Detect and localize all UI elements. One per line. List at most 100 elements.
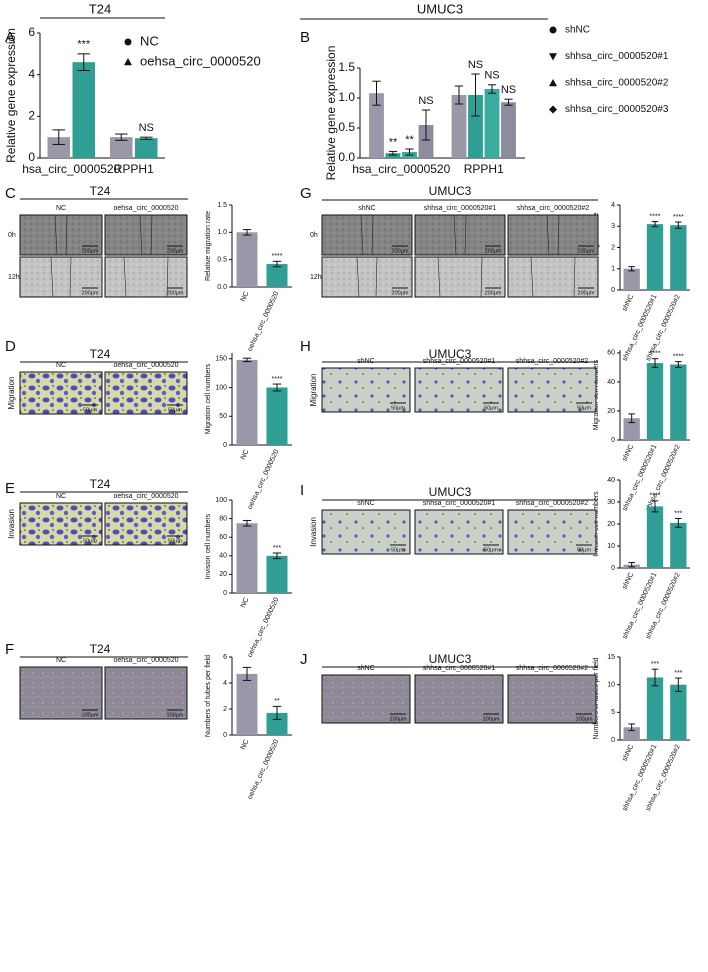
y-tick-label: 50: [219, 413, 227, 420]
scale-label: 50μm: [83, 407, 97, 413]
scratch-edge: [54, 214, 58, 256]
y-tick-label: 1.0: [338, 90, 355, 104]
y-tick-label: 1.5: [217, 202, 227, 209]
panel-letter: E: [5, 480, 15, 497]
y-tick-label: 20: [607, 408, 615, 415]
legend-label: shNC: [565, 25, 590, 36]
scratch-edge: [356, 256, 360, 298]
scale-label: 200μm: [82, 248, 99, 254]
bar: [266, 264, 288, 287]
significance: NS: [418, 95, 433, 107]
scale-label: 50μm: [168, 538, 182, 544]
scale-label: 50μm: [391, 547, 405, 553]
micrograph: [507, 509, 597, 555]
y-tick-label: 20: [607, 521, 615, 528]
bar: [468, 95, 483, 158]
scratch-edge: [360, 214, 364, 256]
y-tick-label: 30: [607, 499, 615, 506]
row-label: Migration: [7, 377, 16, 410]
significance: ***: [674, 670, 682, 677]
bar: [236, 523, 258, 593]
row-label: 0h: [8, 232, 16, 239]
micrograph: [321, 509, 411, 555]
y-tick-label: 0.5: [217, 257, 227, 264]
y-tick-label: 1: [611, 266, 615, 273]
y-tick-label: 0: [611, 565, 615, 572]
y-tick-label: 100: [215, 497, 227, 504]
significance: ***: [651, 661, 659, 668]
significance: ****: [673, 353, 684, 360]
y-tick-label: 0: [611, 287, 615, 294]
y-tick-label: 60: [219, 534, 227, 541]
y-tick-label: 60: [607, 350, 615, 357]
legend-label: oehsa_circ_0000520: [140, 53, 261, 68]
scratch-edge: [546, 214, 550, 256]
row-label: Invasion: [7, 509, 16, 539]
micrograph: [321, 256, 413, 298]
row-label: 12h: [8, 274, 20, 281]
bar: [236, 359, 258, 445]
bar: [135, 138, 158, 158]
column-label: oehsa_circ_0000520: [114, 205, 179, 212]
significance: ****: [650, 351, 661, 358]
legend-marker: [549, 79, 557, 87]
scale-label: 200μm: [578, 290, 595, 296]
significance: **: [274, 698, 280, 705]
x-tick-label: oehsa_circ_0000520: [247, 291, 281, 353]
micrograph: [414, 256, 506, 298]
scratch-edge: [557, 214, 560, 256]
significance: **: [389, 136, 398, 148]
micrograph: [104, 666, 188, 720]
chart-title: T24: [89, 1, 111, 16]
column-label: shNC: [357, 665, 375, 672]
scratch-edge: [437, 256, 441, 298]
scale-label: 100μm: [167, 712, 184, 718]
column-label: NC: [56, 362, 66, 369]
scratch-edge: [69, 256, 72, 298]
micrograph: [321, 214, 413, 256]
bar: [266, 387, 288, 445]
micrograph: [414, 367, 504, 413]
column-label: shhsa_circ_0000520#2: [516, 358, 588, 365]
scale-label: 50μm: [484, 405, 498, 411]
scratch-edge: [573, 256, 576, 298]
significance: NS: [501, 84, 516, 96]
row-label: Invasion: [309, 517, 318, 547]
bar: [110, 137, 133, 158]
scale-label: 200μm: [392, 248, 409, 254]
panel-letter: J: [300, 651, 308, 668]
scratch-edge: [480, 256, 483, 298]
scratch-edge: [375, 256, 378, 298]
y-tick-label: 4: [28, 67, 35, 81]
bar: [385, 153, 401, 158]
y-tick-label: 5: [611, 709, 615, 716]
micrograph: [321, 367, 411, 413]
column-label: oehsa_circ_0000520: [114, 657, 179, 664]
significance: NS: [468, 59, 483, 71]
scratch-edge: [464, 214, 467, 256]
scratch-edge: [123, 256, 127, 298]
legend-marker: [124, 38, 132, 46]
y-tick-label: 80: [219, 515, 227, 522]
x-tick-label: NC: [240, 291, 251, 303]
micrograph: [507, 674, 597, 724]
scratch-edge: [65, 214, 68, 256]
y-tick-label: 2: [223, 706, 227, 713]
panel-title: UMUC3: [429, 184, 472, 198]
y-tick-label: 15: [607, 654, 615, 661]
panel-letter: A: [5, 29, 15, 46]
legend-label: shhsa_circ_0000520#1: [565, 51, 669, 62]
y-tick-label: 40: [219, 553, 227, 560]
x-tick-label: NC: [240, 597, 251, 609]
legend-marker: [549, 105, 557, 114]
scale-label: 50μm: [83, 538, 97, 544]
scale-label: 200μm: [578, 248, 595, 254]
scale-label: 100μm: [576, 716, 593, 722]
micrograph: [414, 214, 506, 256]
significance: **: [405, 134, 414, 146]
column-label: shhsa_circ_0000520#2: [516, 500, 588, 507]
y-tick-label: 100: [215, 384, 227, 391]
scale-label: 200μm: [485, 248, 502, 254]
x-tick-label: oehsa_circ_0000520: [247, 449, 281, 511]
